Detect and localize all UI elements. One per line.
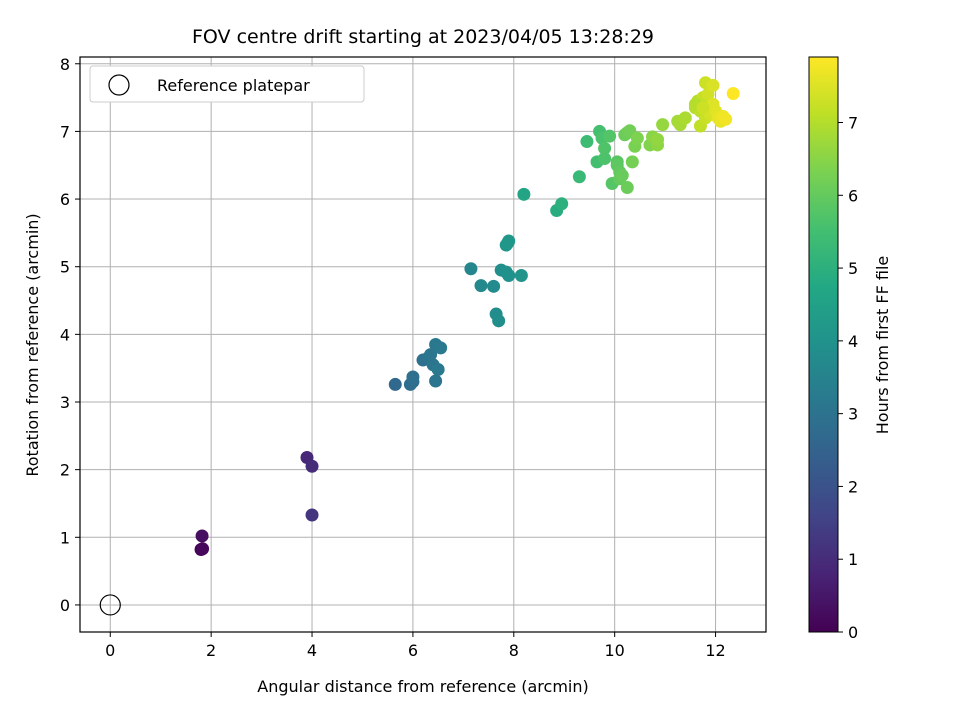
- scatter-point: [431, 363, 445, 377]
- scatter-point: [517, 187, 531, 201]
- legend-marker-reference: [108, 74, 130, 96]
- y-tick-label: 3: [60, 393, 70, 412]
- chart-title: FOV centre drift starting at 2023/04/05 …: [192, 26, 654, 48]
- legend: Reference platepar: [89, 65, 365, 103]
- scatter-point: [464, 262, 478, 276]
- x-axis-ticks: 0 2 4 6 8 10 12: [105, 632, 726, 660]
- scatter-point: [305, 508, 319, 522]
- scatter-point: [487, 279, 501, 293]
- colorbar-tick-label: 5: [848, 259, 858, 278]
- legend-label-reference: Reference platepar: [157, 76, 310, 95]
- plot-frame: [79, 56, 767, 633]
- scatter-point: [598, 141, 612, 155]
- x-tick-label: 12: [705, 641, 725, 660]
- scatter-point: [492, 314, 506, 328]
- y-tick-label: 4: [60, 325, 70, 344]
- scatter-point: [696, 101, 710, 115]
- x-axis-label: Angular distance from reference (arcmin): [257, 677, 588, 696]
- scatter-point: [625, 155, 639, 169]
- scatter-point: [555, 197, 569, 211]
- colorbar-tick-label: 0: [848, 623, 858, 642]
- colorbar-tick-label: 1: [848, 550, 858, 569]
- reference-platepar-marker: [99, 594, 121, 616]
- scatter-point: [603, 129, 617, 143]
- scatter-point: [406, 370, 420, 384]
- y-tick-label: 6: [60, 190, 70, 209]
- y-axis-ticks: 0 1 2 3 4 5 6 7 8: [60, 55, 80, 615]
- scatter-point: [434, 341, 448, 355]
- scatter-point: [196, 542, 210, 556]
- x-tick-label: 0: [105, 641, 115, 660]
- grid-lines: [80, 57, 766, 632]
- scatter-point: [502, 269, 516, 282]
- scatter-point: [572, 170, 586, 184]
- legend-box: [89, 65, 365, 103]
- y-tick-label: 2: [60, 461, 70, 480]
- x-tick-label: 4: [307, 641, 317, 660]
- y-axis-label: Rotation from reference (arcmin): [23, 213, 42, 476]
- scatter-point: [424, 348, 438, 362]
- scatter-point: [305, 459, 319, 473]
- scatter-point: [514, 269, 528, 282]
- y-tick-label: 0: [60, 596, 70, 615]
- y-tick-label: 1: [60, 528, 70, 547]
- y-tick-label: 7: [60, 122, 70, 141]
- colorbar-tick-label: 6: [848, 186, 858, 205]
- colorbar: 0 1 2 3 4 5 6 7 Hours from first FF file: [808, 56, 892, 642]
- colorbar-label: Hours from first FF file: [873, 256, 892, 435]
- y-tick-label: 8: [60, 55, 70, 74]
- data-points: [99, 76, 740, 616]
- scatter-point: [429, 374, 443, 388]
- y-tick-label: 5: [60, 258, 70, 277]
- scatter-point: [598, 151, 612, 165]
- scatter-point: [656, 118, 670, 132]
- x-tick-label: 2: [206, 641, 216, 660]
- colorbar-gradient: [809, 57, 838, 632]
- scatter-point: [651, 133, 665, 147]
- colorbar-tick-label: 2: [848, 477, 858, 496]
- x-tick-label: 8: [509, 641, 519, 660]
- x-tick-label: 10: [604, 641, 624, 660]
- scatter-point: [615, 168, 629, 182]
- colorbar-tick-label: 3: [848, 405, 858, 424]
- colorbar-tick-label: 4: [848, 332, 858, 351]
- colorbar-ticks: 0 1 2 3 4 5 6 7: [838, 114, 858, 642]
- scatter-point: [630, 131, 644, 145]
- x-tick-label: 6: [408, 641, 418, 660]
- scatter-point: [501, 236, 515, 250]
- colorbar-frame: [808, 56, 839, 633]
- scatter-point: [726, 87, 740, 101]
- colorbar-tick-label: 7: [848, 114, 858, 133]
- scatter-point: [580, 135, 594, 149]
- scatter-point: [719, 112, 733, 126]
- scatter-point: [706, 78, 720, 92]
- scatter-point: [195, 529, 209, 543]
- scatter-point: [474, 279, 488, 293]
- scatter-point: [620, 181, 634, 195]
- scatter-point: [388, 377, 402, 391]
- scatter-point: [678, 111, 692, 125]
